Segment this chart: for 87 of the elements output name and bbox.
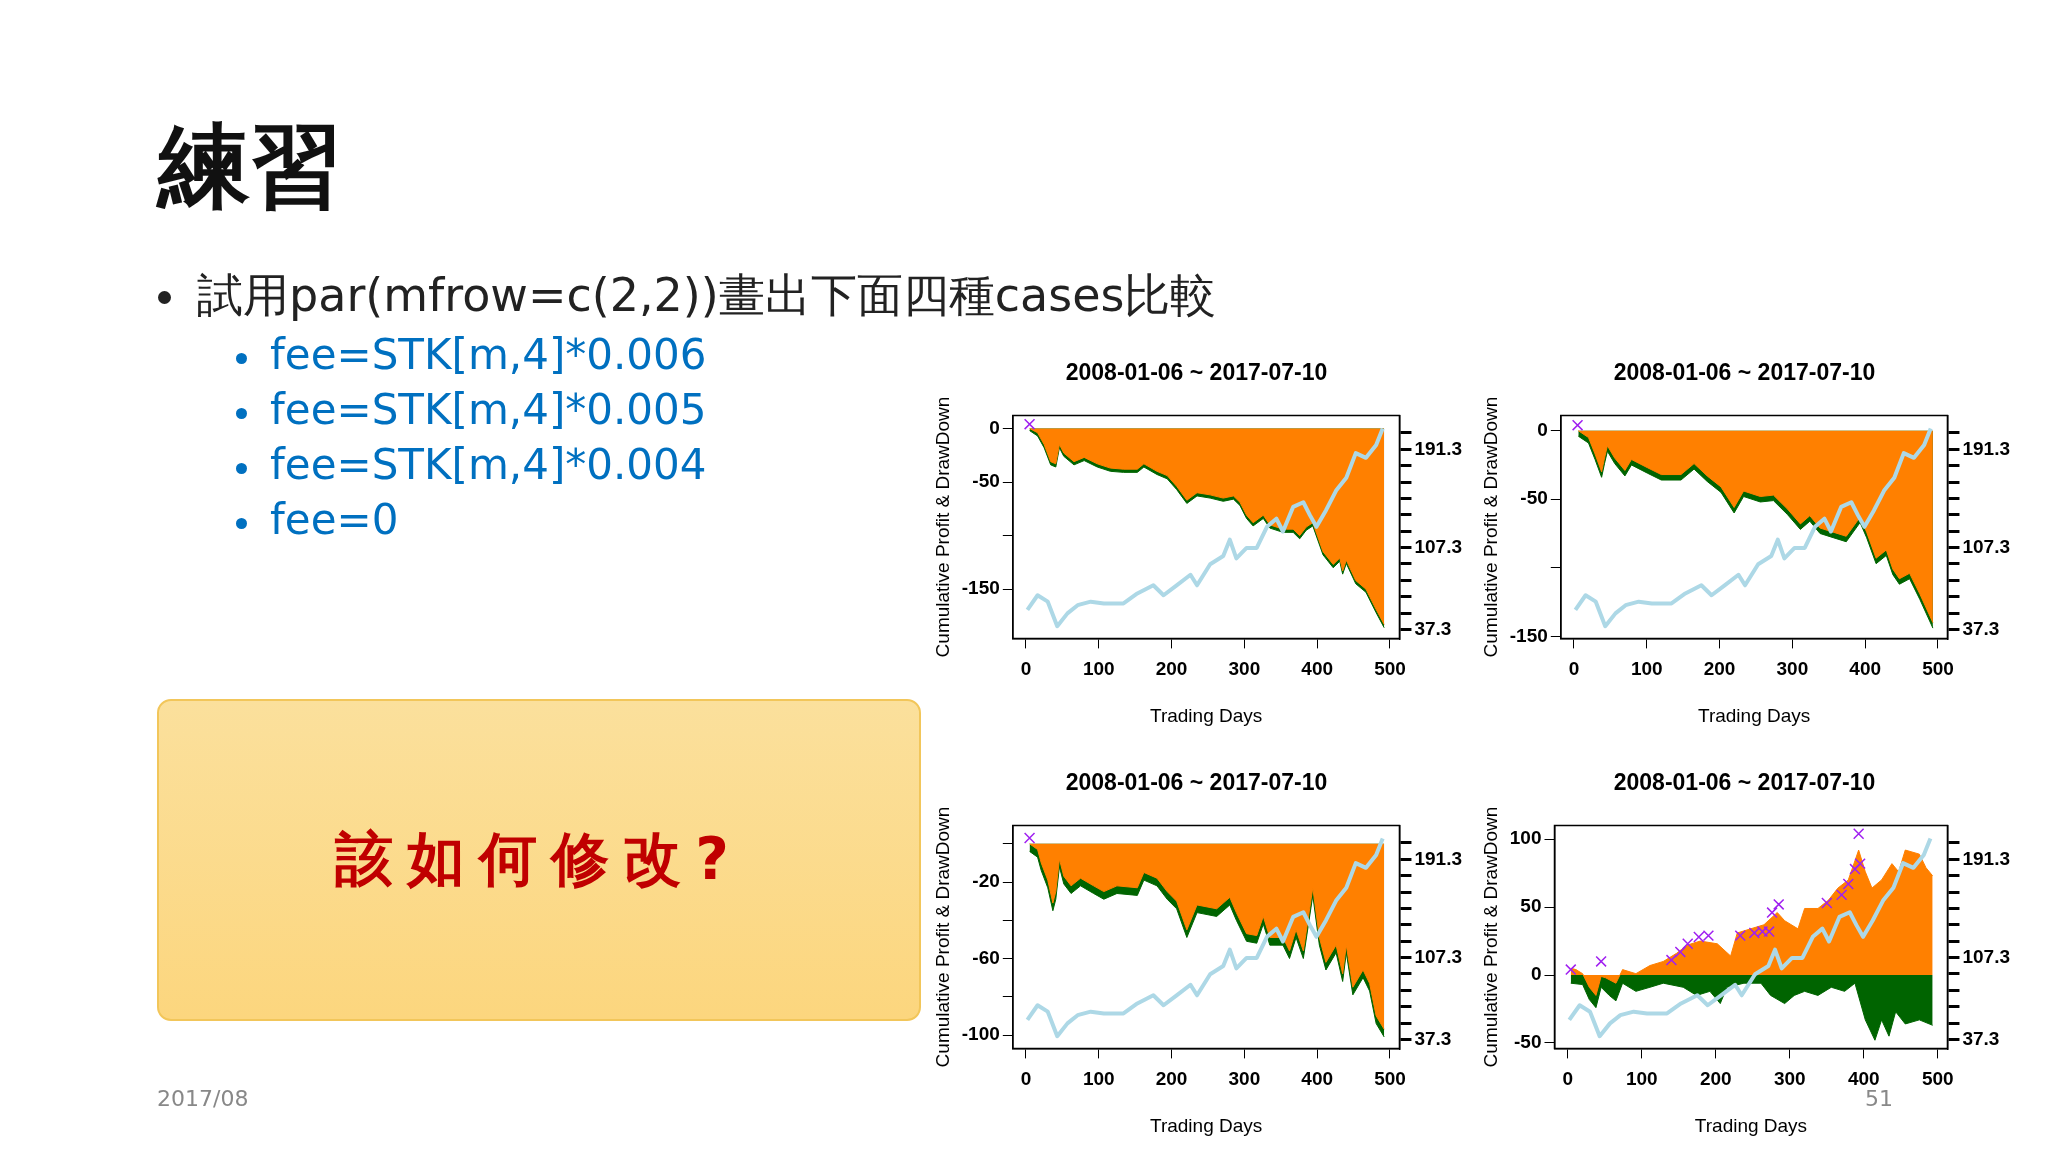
- text: fee=STK[m,4]*0.006: [270, 330, 707, 379]
- x-tick-label: 0: [1568, 658, 1580, 680]
- y-tick-label: 100: [1509, 827, 1542, 849]
- point: [1665, 954, 1678, 966]
- point: [1854, 857, 1866, 870]
- y2-tick-label: 191.3: [1414, 847, 1462, 869]
- y-tick-label: -150: [1509, 624, 1548, 646]
- point: [1821, 897, 1833, 909]
- y-axis-title: Cumulative Profit & DrawDown: [931, 396, 953, 658]
- y2-tick-label: 37.3: [1962, 617, 2000, 639]
- chart-title: 2008-01-06 ~ 2017-07-10: [1065, 769, 1328, 796]
- chart-title: 2008-01-06 ~ 2017-07-10: [1613, 769, 1876, 796]
- x-tick-label: 400: [1301, 658, 1334, 680]
- point: [1849, 863, 1861, 875]
- y2-tick-label: 107.3: [1962, 535, 2010, 557]
- y2-tick-label: 107.3: [1414, 535, 1462, 557]
- y-axis-title: Cumulative Profit & DrawDown: [931, 806, 953, 1068]
- x-axis-title: Trading Days: [1697, 704, 1811, 726]
- point: [1734, 929, 1746, 942]
- x-tick-label: 500: [1922, 658, 1954, 680]
- x-tick-label: 100: [1625, 1068, 1658, 1090]
- x-tick-label: 300: [1228, 1068, 1261, 1090]
- x-tick-label: 400: [1301, 1068, 1334, 1090]
- x-tick-label: 0: [1562, 1068, 1574, 1090]
- point: [1693, 931, 1705, 943]
- point: [1595, 955, 1607, 968]
- y-tick-label: -50: [972, 470, 1000, 492]
- x-tick-label: 200: [1155, 658, 1188, 680]
- y-axis-title: Cumulative Profit & DrawDown: [1479, 806, 1501, 1068]
- x-tick-label: 200: [1703, 658, 1736, 680]
- x-tick-label: 300: [1228, 658, 1261, 680]
- x-tick-label: 300: [1776, 658, 1809, 680]
- x-tick-label: 200: [1699, 1068, 1732, 1090]
- text: fee=STK[m,4]*0.005: [270, 385, 707, 434]
- text: 該如何修改?: [335, 824, 743, 895]
- y2-tick-label: 191.3: [1414, 437, 1462, 459]
- y2-tick-label: 37.3: [1414, 617, 1452, 639]
- point: [1842, 878, 1854, 890]
- y-tick-label: 0: [1530, 963, 1542, 985]
- point: [1852, 828, 1865, 840]
- y-tick-label: -60: [972, 946, 1000, 968]
- y2-tick-label: 107.3: [1414, 945, 1462, 967]
- point: [1674, 946, 1687, 958]
- y-tick-label: -100: [961, 1023, 1000, 1045]
- point: [1565, 963, 1577, 976]
- point: [1748, 927, 1761, 939]
- point: [1682, 938, 1694, 950]
- x-tick-label: 100: [1082, 1068, 1115, 1090]
- x-axis-title: Trading Days: [1694, 1114, 1808, 1136]
- x-tick-label: 100: [1630, 658, 1663, 680]
- x-tick-label: 500: [1921, 1068, 1954, 1090]
- chart-title: 2008-01-06 ~ 2017-07-10: [1613, 359, 1876, 386]
- y-tick-label: -20: [972, 870, 1000, 892]
- y-tick-label: 50: [1520, 895, 1542, 917]
- point: [1835, 889, 1848, 901]
- chart-title: 2008-01-06 ~ 2017-07-10: [1065, 359, 1328, 386]
- x-axis-title: Trading Days: [1149, 704, 1263, 726]
- y2-tick-label: 191.3: [1962, 437, 2010, 459]
- text: fee=0: [270, 495, 399, 544]
- x-tick-label: 400: [1849, 658, 1882, 680]
- text: 試用par(mfrow=c(2,2))畫出下面四種cases比較: [197, 267, 1217, 324]
- x-tick-label: 0: [1020, 1068, 1032, 1090]
- text: 2017/08: [157, 1086, 249, 1111]
- point: [1763, 925, 1775, 938]
- y-tick-label: -50: [1520, 487, 1548, 509]
- x-tick-label: 200: [1155, 1068, 1188, 1090]
- y-tick-label: 0: [1537, 418, 1548, 440]
- x-tick-label: 300: [1773, 1068, 1806, 1090]
- x-axis-title: Trading Days: [1149, 1114, 1263, 1136]
- y2-tick-label: 107.3: [1962, 945, 2010, 967]
- point: [1766, 906, 1778, 919]
- y-tick-label: 0: [989, 416, 1000, 438]
- x-tick-label: 100: [1082, 658, 1115, 680]
- x-tick-label: 0: [1020, 658, 1032, 680]
- x-tick-label: 500: [1374, 1068, 1406, 1090]
- text: fee=STK[m,4]*0.004: [270, 440, 707, 489]
- x-tick-label: 500: [1374, 658, 1406, 680]
- point: [1702, 929, 1715, 942]
- y2-tick-label: 191.3: [1962, 847, 2010, 869]
- point: [1756, 925, 1769, 938]
- text: 練習: [158, 112, 342, 222]
- point: [1773, 898, 1785, 911]
- y-tick-label: -50: [1514, 1031, 1542, 1053]
- y-axis-title: Cumulative Profit & DrawDown: [1479, 396, 1501, 658]
- y-tick-label: -150: [961, 577, 1000, 599]
- y2-tick-label: 37.3: [1414, 1027, 1452, 1049]
- y2-tick-label: 37.3: [1962, 1027, 2000, 1049]
